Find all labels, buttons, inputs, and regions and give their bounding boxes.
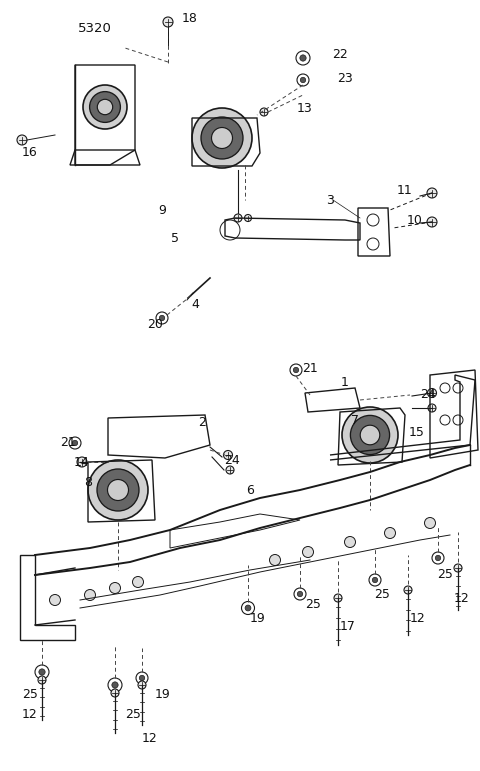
Circle shape [17, 135, 27, 145]
Circle shape [201, 117, 243, 159]
Text: 5320: 5320 [78, 22, 112, 35]
Circle shape [269, 554, 280, 565]
Text: 24: 24 [224, 453, 240, 466]
Text: 5: 5 [171, 231, 179, 244]
Circle shape [88, 460, 148, 520]
Circle shape [111, 689, 119, 697]
Circle shape [112, 682, 118, 689]
Text: 11: 11 [397, 183, 413, 197]
Text: 9: 9 [158, 204, 166, 217]
Circle shape [342, 407, 398, 463]
Circle shape [49, 594, 60, 605]
Text: 6: 6 [246, 483, 254, 497]
Text: 20: 20 [147, 318, 163, 332]
Text: 12: 12 [142, 732, 158, 745]
Text: 16: 16 [22, 146, 38, 159]
Circle shape [72, 440, 78, 446]
Text: 10: 10 [407, 214, 423, 227]
Circle shape [293, 367, 299, 372]
Circle shape [97, 99, 113, 115]
Circle shape [38, 676, 46, 684]
Text: 25: 25 [22, 689, 38, 702]
Circle shape [83, 85, 127, 129]
Circle shape [77, 457, 87, 467]
Text: 14: 14 [74, 456, 90, 469]
Circle shape [404, 586, 412, 594]
Text: 18: 18 [182, 12, 198, 25]
Text: 3: 3 [326, 194, 334, 207]
Text: 1: 1 [341, 376, 349, 389]
Text: 17: 17 [340, 621, 356, 634]
Circle shape [427, 188, 437, 198]
Circle shape [163, 17, 173, 27]
Text: 8: 8 [84, 476, 92, 490]
Text: 12: 12 [410, 611, 426, 625]
Text: 13: 13 [297, 102, 313, 115]
Circle shape [384, 527, 396, 538]
Text: 2: 2 [198, 416, 206, 429]
Text: 25: 25 [437, 568, 453, 581]
Text: 19: 19 [250, 611, 266, 625]
Circle shape [226, 466, 234, 474]
Circle shape [350, 416, 390, 455]
Circle shape [428, 404, 436, 412]
Circle shape [454, 564, 462, 572]
Circle shape [427, 217, 437, 227]
Circle shape [132, 577, 144, 588]
Text: 4: 4 [191, 298, 199, 311]
Circle shape [360, 425, 380, 445]
Circle shape [334, 594, 342, 602]
Circle shape [39, 669, 45, 675]
Text: 23: 23 [337, 72, 353, 85]
Circle shape [109, 583, 120, 594]
Circle shape [428, 389, 436, 398]
Circle shape [424, 517, 435, 528]
Circle shape [108, 480, 129, 500]
Circle shape [138, 681, 146, 689]
Text: 25: 25 [305, 598, 321, 611]
Text: 25: 25 [125, 709, 141, 722]
Text: 21: 21 [302, 362, 318, 375]
Circle shape [372, 577, 378, 583]
Circle shape [139, 675, 144, 681]
Text: 7: 7 [351, 413, 359, 426]
Text: 15: 15 [409, 426, 425, 439]
Circle shape [84, 590, 96, 601]
Circle shape [97, 469, 139, 511]
Text: 21: 21 [60, 436, 76, 449]
Circle shape [300, 77, 306, 82]
Text: 12: 12 [454, 591, 470, 604]
Text: 25: 25 [374, 588, 390, 601]
Circle shape [212, 127, 232, 149]
Circle shape [260, 108, 268, 116]
Circle shape [245, 605, 251, 611]
Circle shape [302, 547, 313, 557]
Circle shape [159, 315, 165, 321]
Text: 22: 22 [332, 49, 348, 62]
Circle shape [234, 214, 242, 222]
Text: 12: 12 [22, 709, 38, 722]
Circle shape [244, 214, 252, 221]
Circle shape [345, 537, 356, 547]
Circle shape [300, 55, 306, 61]
Circle shape [90, 92, 120, 123]
Circle shape [192, 108, 252, 168]
Text: 24: 24 [420, 389, 436, 402]
Text: 19: 19 [155, 689, 171, 702]
Circle shape [224, 450, 232, 460]
Circle shape [435, 555, 441, 561]
Circle shape [297, 591, 303, 597]
